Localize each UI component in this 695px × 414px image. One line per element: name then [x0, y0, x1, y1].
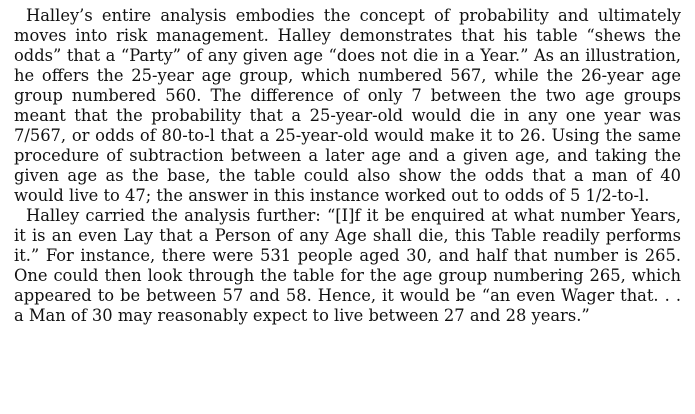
paragraph-1: Halley’s entire analysis embodies the co… — [14, 6, 681, 205]
paragraph-2: Halley carried the analysis further: “[I… — [14, 206, 681, 325]
document-page: Halley’s entire analysis embodies the co… — [14, 6, 681, 326]
